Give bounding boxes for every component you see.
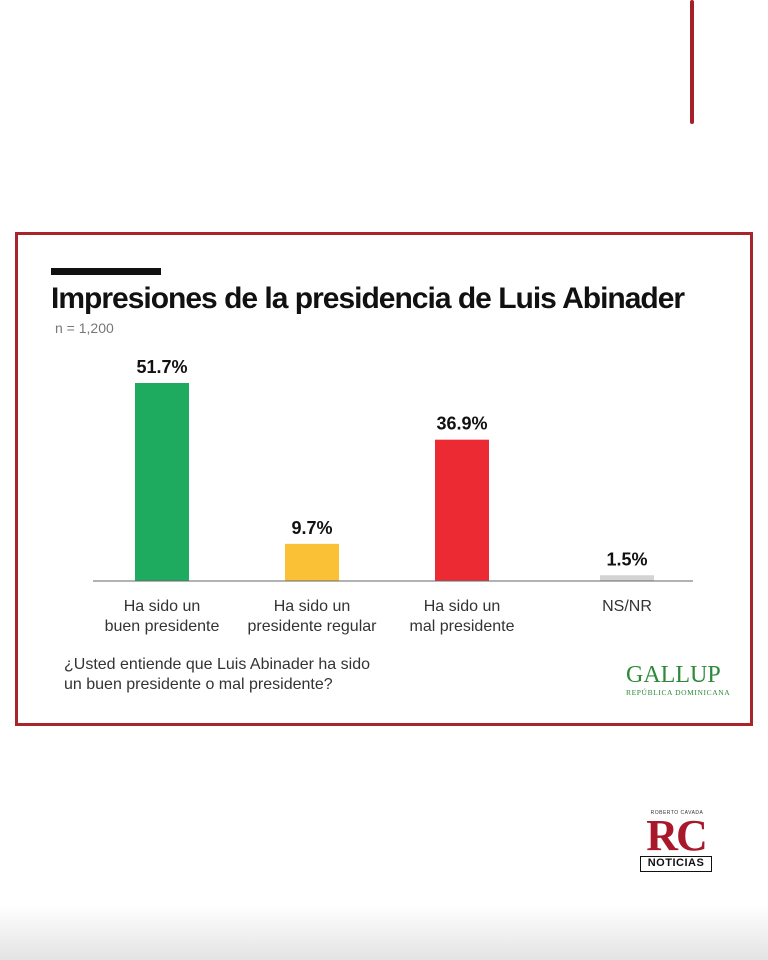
category-label-1-line-1: Ha sido un — [124, 598, 201, 615]
top-accent-rule — [690, 0, 694, 124]
category-label-4-line-1: NS/NR — [602, 598, 652, 615]
category-label-1-line-2: buen presidente — [105, 618, 220, 635]
bar-3 — [435, 439, 489, 581]
rc-logo-letters: RC — [646, 811, 708, 860]
gallup-logo-subtitle: REPÚBLICA DOMINICANA — [626, 688, 731, 697]
bar-value-label-2: 9.7% — [291, 518, 332, 538]
bar-value-label-4: 1.5% — [606, 549, 647, 569]
bar-value-label-1: 51.7% — [136, 357, 187, 377]
gallup-logo-word: GALLUP — [626, 662, 721, 688]
sample-size: n = 1,200 — [55, 320, 114, 336]
rc-noticias-logo: ROBERTO CAVADA RC NOTICIAS — [636, 810, 714, 874]
chart-card: Impresiones de la presidencia de Luis Ab… — [15, 232, 753, 726]
rc-logo-noticias: NOTICIAS — [640, 856, 712, 872]
bar-value-label-3: 36.9% — [436, 414, 487, 434]
bar-1 — [135, 383, 189, 581]
bar-chart: 51.7% Ha sido un buen presidente 9.7% Ha sid… — [93, 357, 693, 635]
survey-question: ¿Usted entiende que Luis Abinader ha sid… — [64, 656, 370, 693]
bar-4 — [600, 575, 654, 581]
chart-title: Impresiones de la presidencia de Luis Ab… — [51, 282, 685, 315]
rc-logo-top-text: ROBERTO CAVADA — [650, 810, 704, 816]
bar-2 — [285, 543, 339, 581]
category-label-3-line-2: mal presidente — [410, 618, 515, 635]
gallup-logo: GALLUP REPÚBLICA DOMINICANA — [626, 663, 736, 697]
category-label-3-line-1: Ha sido un — [424, 598, 501, 615]
category-label-2-line-1: Ha sido un — [274, 598, 351, 615]
bottom-fade — [0, 905, 768, 960]
title-accent-bar — [51, 268, 161, 275]
category-label-2-line-2: presidente regular — [248, 618, 378, 635]
